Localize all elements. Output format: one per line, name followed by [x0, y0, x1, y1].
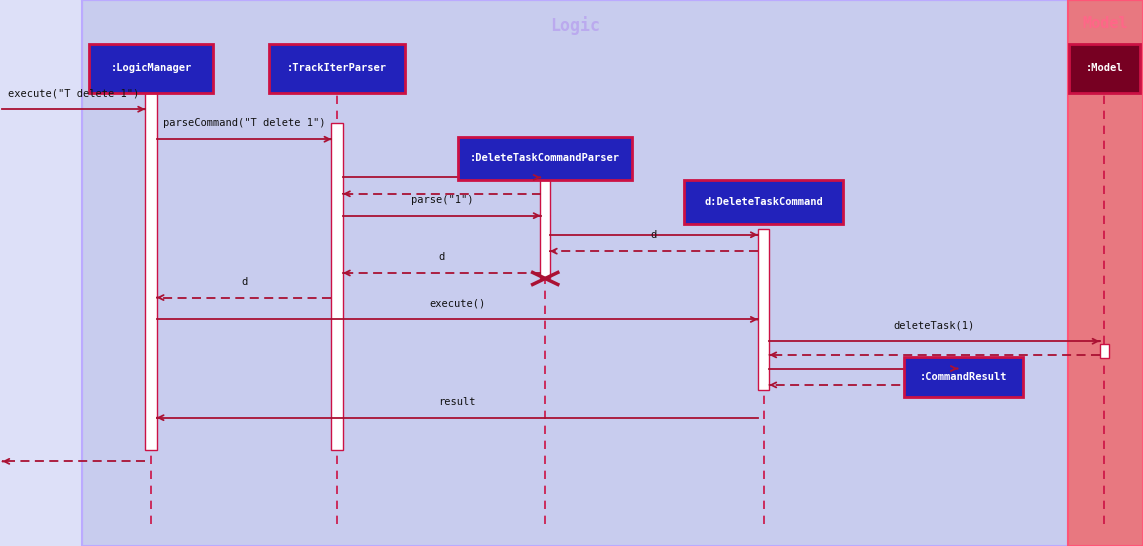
Text: parseCommand("T delete 1"): parseCommand("T delete 1")	[162, 118, 326, 128]
Text: :Model: :Model	[1086, 63, 1122, 73]
Text: :CommandResult: :CommandResult	[920, 372, 1007, 382]
Bar	[0, 0, 82, 546]
Text: execute("T delete 1"): execute("T delete 1")	[8, 88, 139, 98]
Text: :TrackIterParser: :TrackIterParser	[287, 63, 387, 73]
Bar	[82, 0, 1068, 546]
Text: parse("1"): parse("1")	[410, 195, 473, 205]
Text: Logic: Logic	[550, 16, 600, 35]
Text: :DeleteTaskCommandParser: :DeleteTaskCommandParser	[470, 153, 621, 163]
Bar	[541, 177, 551, 278]
FancyBboxPatch shape	[270, 44, 405, 92]
FancyBboxPatch shape	[684, 180, 844, 224]
Text: d: d	[241, 277, 247, 287]
FancyBboxPatch shape	[458, 137, 632, 180]
Text: d: d	[439, 252, 445, 262]
Bar	[145, 93, 157, 450]
Text: deleteTask(1): deleteTask(1)	[894, 321, 975, 330]
Text: result: result	[439, 397, 475, 407]
FancyBboxPatch shape	[1069, 44, 1140, 92]
FancyBboxPatch shape	[904, 357, 1023, 397]
Text: execute(): execute()	[429, 299, 486, 308]
Bar	[759, 229, 769, 390]
Text: d:DeleteTaskCommand: d:DeleteTaskCommand	[704, 197, 823, 207]
Text: d: d	[650, 230, 657, 240]
FancyBboxPatch shape	[89, 44, 213, 92]
Bar	[960, 369, 967, 390]
Bar	[1100, 344, 1109, 358]
Text: :LogicManager: :LogicManager	[110, 63, 192, 73]
Bar	[1068, 0, 1143, 546]
Text: Model: Model	[1082, 16, 1128, 31]
Bar	[331, 123, 343, 450]
